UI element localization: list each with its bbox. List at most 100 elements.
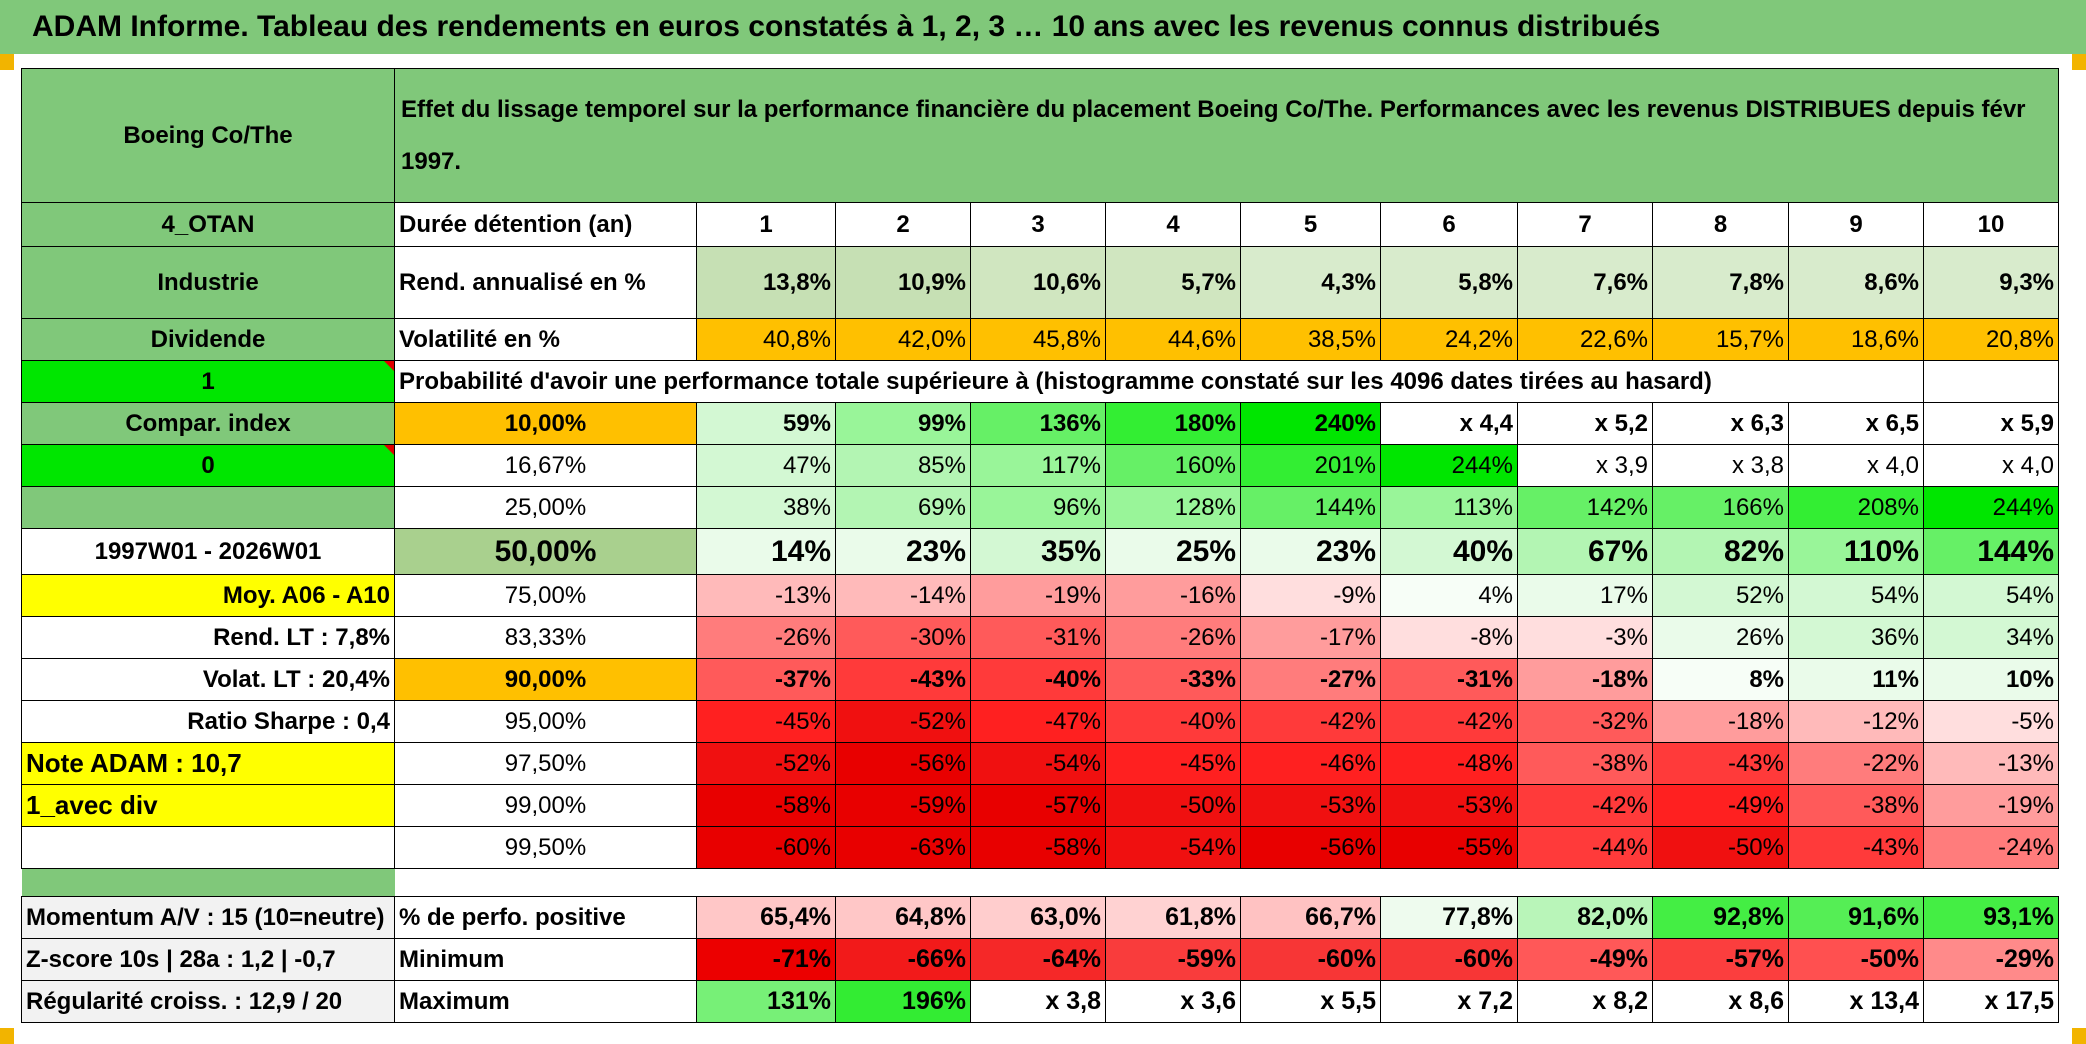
performance-cell: -40%	[970, 658, 1106, 701]
performance-cell: x 4,0	[1788, 444, 1924, 487]
performance-cell: 244%	[1380, 444, 1518, 487]
performance-cell: -45%	[1105, 742, 1241, 785]
performance-cell: 40%	[1380, 528, 1518, 575]
corner-marker-bottom-right	[2072, 1028, 2086, 1044]
volatility-value: 15,7%	[1652, 318, 1789, 361]
summary-value: -57%	[1652, 938, 1789, 981]
probability-row: Rend. LT : 7,8% 83,33% -26% -30% -31% -26% -17…	[21, 616, 2059, 659]
year-header: 9	[1788, 202, 1924, 247]
probability-row: 0 16,67% 47% 85% 117% 160% 201% 244% x 3,9 x 3,8 x…	[21, 444, 2059, 487]
performance-cell: -42%	[1517, 784, 1653, 827]
performance-cell: -42%	[1380, 700, 1518, 743]
performance-cell: -38%	[1788, 784, 1924, 827]
annualized-return-row: Industrie Rend. annualisé en % 13,8% 10,9% 1…	[21, 246, 2059, 319]
probability-row: 25,00% 38% 69% 96% 128% 144% 113% 142% 166% 208% 2…	[21, 486, 2059, 529]
performance-cell: -50%	[1652, 826, 1789, 869]
performance-cell: 142%	[1517, 486, 1653, 529]
performance-cell: -57%	[970, 784, 1106, 827]
header-row: Boeing Co/The Effet du lissage temporel s…	[21, 68, 2059, 203]
performance-cell: -31%	[1380, 658, 1518, 701]
volatility-value: 38,5%	[1240, 318, 1381, 361]
summary-value: 65,4%	[696, 896, 836, 939]
performance-cell: 110%	[1788, 528, 1924, 575]
performance-cell: -56%	[1240, 826, 1381, 869]
summary-value: -71%	[696, 938, 836, 981]
probability-row: Ratio Sharpe : 0,4 95,00% -45% -52% -47% -40%…	[21, 700, 2059, 743]
performance-cell: -56%	[835, 742, 971, 785]
performance-cell: -38%	[1517, 742, 1653, 785]
report-title: ADAM Informe. Tableau des rendements en …	[0, 0, 2086, 54]
probability-row: Note ADAM : 10,7 97,50% -52% -56% -54% -45% -4…	[21, 742, 2059, 785]
summary-label: % de perfo. positive	[394, 896, 697, 939]
year-header: 1	[696, 202, 836, 247]
probability-row: 99,50% -60% -63% -58% -54% -56% -55% -44% -50% -4…	[21, 826, 2059, 869]
summary-row: Momentum A/V : 15 (10=neutre)% de perfo.…	[21, 896, 2059, 939]
summary-value: 131%	[696, 980, 836, 1023]
performance-cell: -49%	[1652, 784, 1789, 827]
performance-cell: -48%	[1380, 742, 1518, 785]
summary-value: x 8,2	[1517, 980, 1653, 1023]
performance-cell: -37%	[696, 658, 836, 701]
performance-cell: -14%	[835, 574, 971, 617]
performance-cell: -42%	[1240, 700, 1381, 743]
probability-threshold: 99,00%	[394, 784, 697, 827]
performance-cell: -8%	[1380, 616, 1518, 659]
performance-cell: -63%	[835, 826, 971, 869]
performance-cell: 240%	[1240, 402, 1381, 445]
compar-index-label: Compar. index	[21, 402, 395, 445]
performance-cell: -22%	[1788, 742, 1924, 785]
performance-cell: -52%	[835, 700, 971, 743]
performance-cell: 166%	[1652, 486, 1789, 529]
performance-cell: 99%	[835, 402, 971, 445]
performance-cell: -26%	[1105, 616, 1241, 659]
annualized-return-value: 7,8%	[1652, 246, 1789, 319]
region-label: 4_OTAN	[21, 202, 395, 247]
performance-cell: -44%	[1517, 826, 1653, 869]
performance-cell: -30%	[835, 616, 971, 659]
performance-cell: 128%	[1105, 486, 1241, 529]
summary-value: -60%	[1240, 938, 1381, 981]
summary-row: Régularité croiss. : 12,9 / 20 Maximum 131…	[21, 980, 2059, 1023]
separator-green	[21, 868, 395, 897]
probability-row: Compar. index 10,00% 59% 99% 136% 180% 240% x 4…	[21, 402, 2059, 445]
summary-value: x 8,6	[1652, 980, 1789, 1023]
performance-cell: 201%	[1240, 444, 1381, 487]
year-header: 6	[1380, 202, 1518, 247]
year-header: 5	[1240, 202, 1381, 247]
volatility-row: Dividende Volatilité en % 40,8% 42,0% 45,8% 4…	[21, 318, 2059, 361]
year-header: 2	[835, 202, 971, 247]
summary-value: 93,1%	[1923, 896, 2059, 939]
probability-threshold: 90,00%	[394, 658, 697, 701]
probability-row: Moy. A06 - A10 75,00% -13% -14% -19% -16% -9% 4…	[21, 574, 2059, 617]
performance-cell: 52%	[1652, 574, 1789, 617]
performance-cell: x 5,2	[1517, 402, 1653, 445]
performance-cell: 25%	[1105, 528, 1241, 575]
performance-cell: 82%	[1652, 528, 1789, 575]
variant-label: 1_avec div	[21, 784, 395, 827]
summary-value: 77,8%	[1380, 896, 1518, 939]
performance-cell: -16%	[1105, 574, 1241, 617]
performance-cell: 4%	[1380, 574, 1518, 617]
performance-cell: -52%	[696, 742, 836, 785]
summary-value: x 3,6	[1105, 980, 1241, 1023]
performance-cell: -53%	[1240, 784, 1381, 827]
performance-cell: -3%	[1517, 616, 1653, 659]
year-header: 4	[1105, 202, 1241, 247]
performance-cell: 113%	[1380, 486, 1518, 529]
annualized-return-label: Rend. annualisé en %	[394, 246, 697, 319]
probability-threshold: 50,00%	[394, 528, 697, 575]
annualized-return-value: 8,6%	[1788, 246, 1924, 319]
compar-index-value: 0	[21, 444, 395, 487]
performance-cell: -31%	[970, 616, 1106, 659]
probability-threshold: 10,00%	[394, 402, 697, 445]
performance-cell: x 3,8	[1652, 444, 1789, 487]
summary-value: x 13,4	[1788, 980, 1924, 1023]
performance-cell: -50%	[1105, 784, 1241, 827]
performance-cell: -43%	[835, 658, 971, 701]
long-term-return: Rend. LT : 7,8%	[21, 616, 395, 659]
long-term-volatility: Volat. LT : 20,4%	[21, 658, 395, 701]
average-range-label: Moy. A06 - A10	[21, 574, 395, 617]
annualized-return-value: 5,7%	[1105, 246, 1241, 319]
performance-cell: -5%	[1923, 700, 2059, 743]
corner-marker-bottom-left	[0, 1028, 14, 1044]
